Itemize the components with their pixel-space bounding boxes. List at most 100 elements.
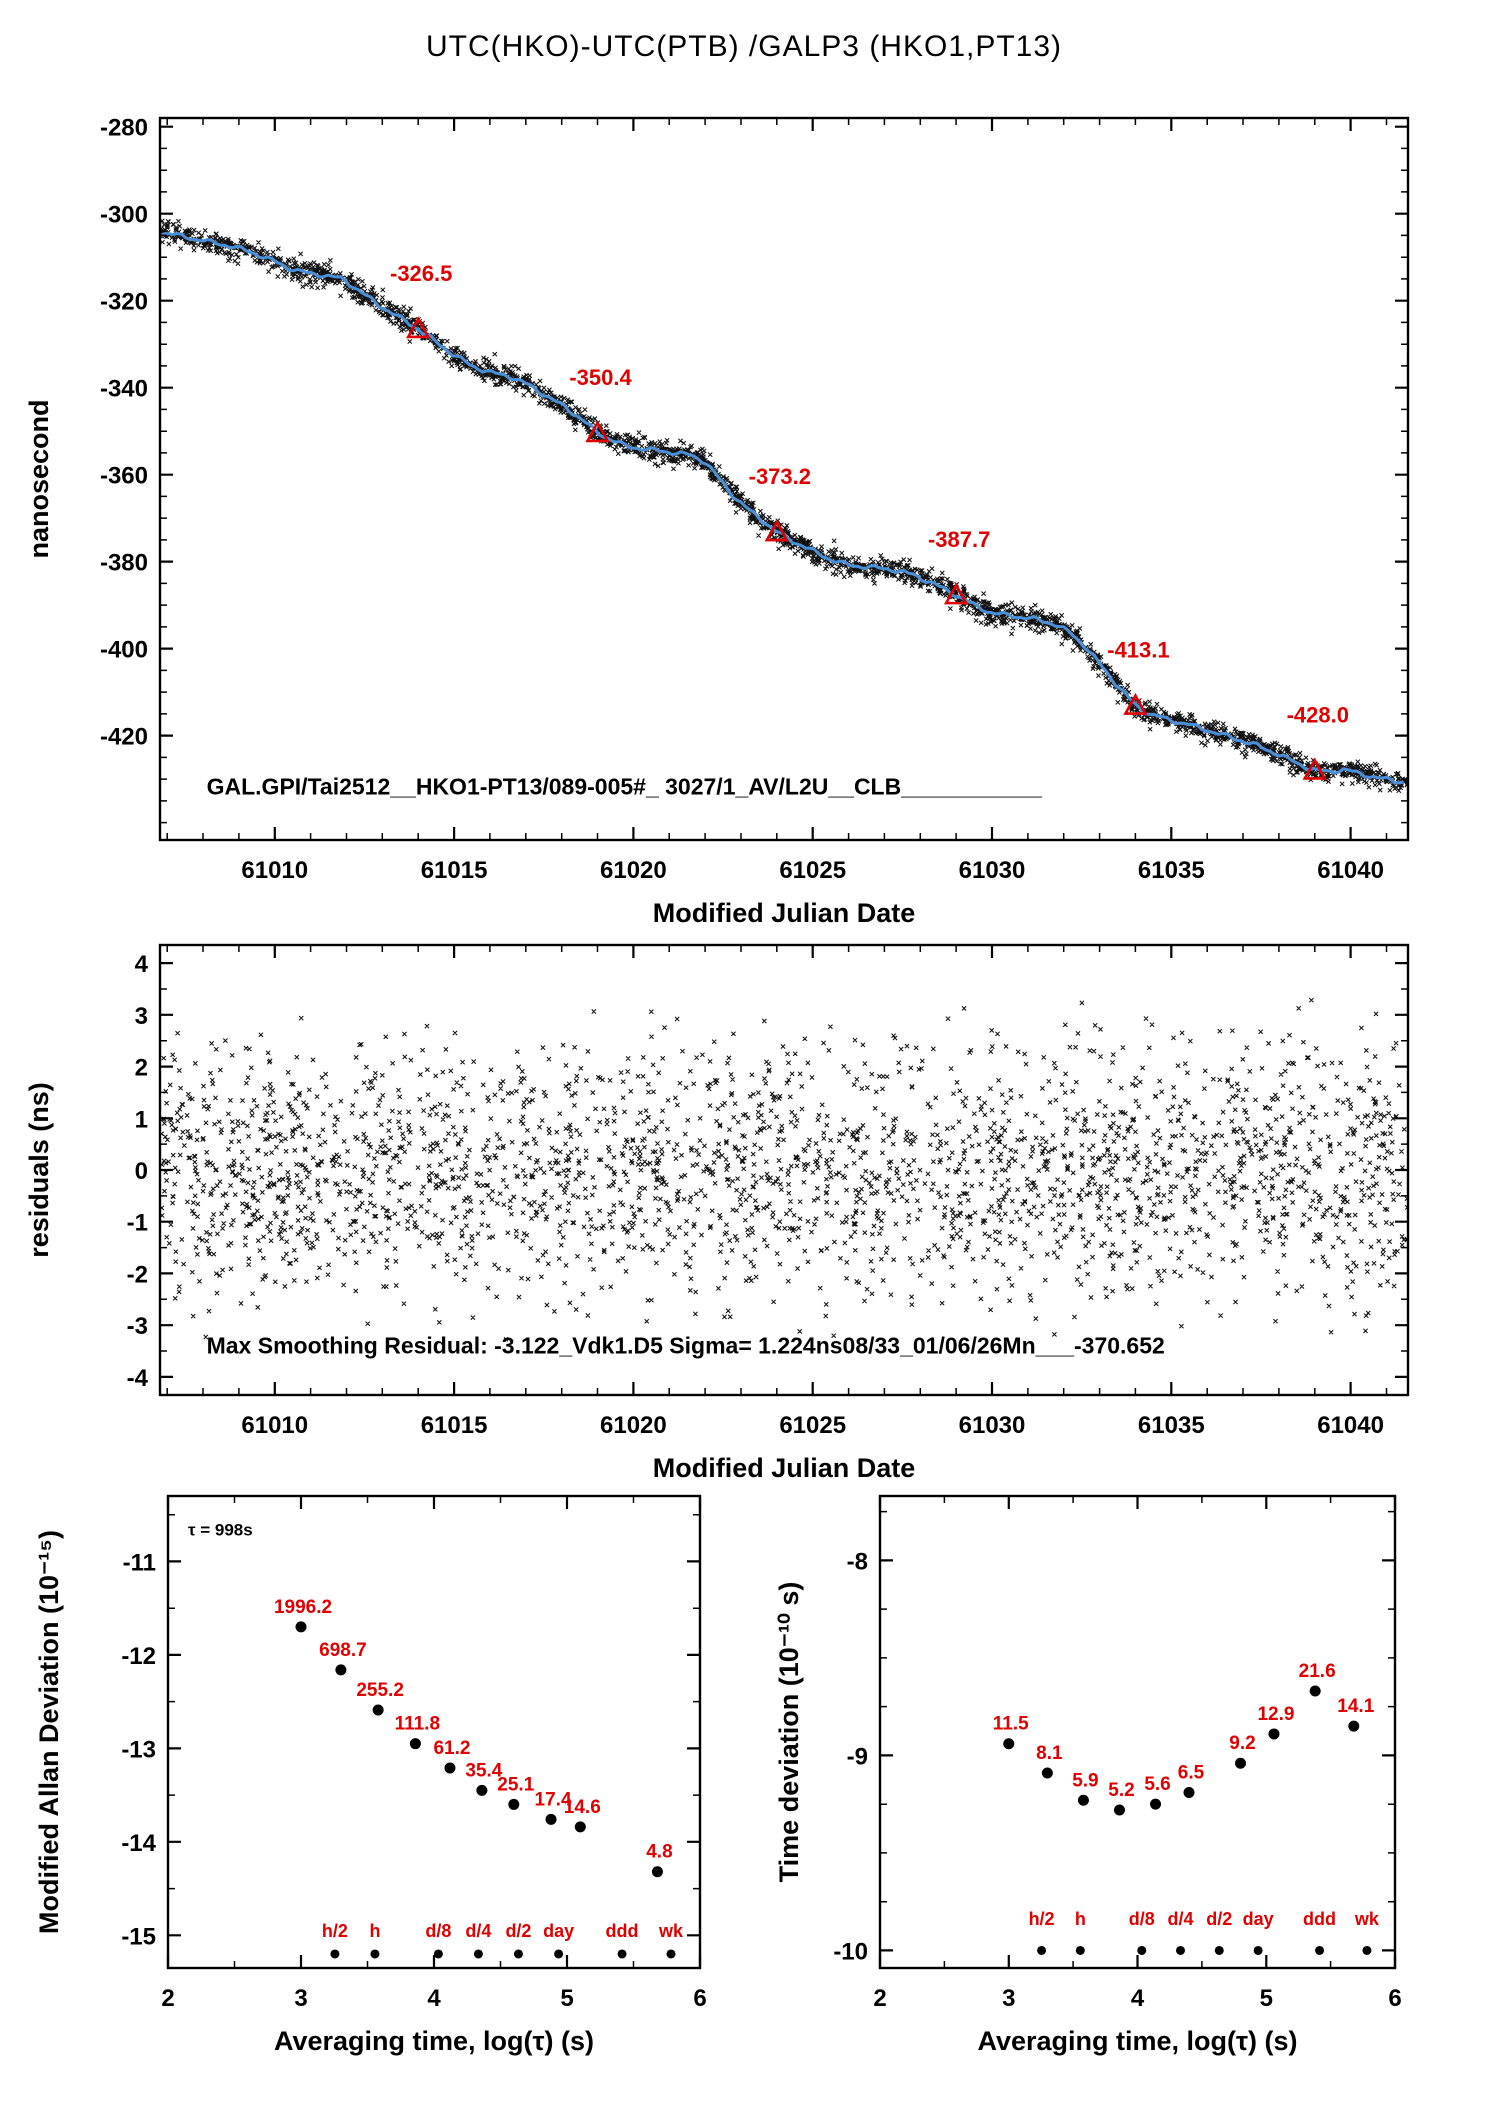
mdev-point-label: 255.2 [356, 1680, 404, 1701]
tdev-point [1041, 1767, 1053, 1779]
tdev-point [1003, 1738, 1015, 1750]
mdev-point [651, 1866, 663, 1878]
mdev-point [476, 1784, 488, 1796]
mdev-timemark-label: h/2 [322, 1921, 348, 1941]
phase-ytick-label: -280 [100, 115, 148, 142]
tdev-ytick-label: -8 [847, 1548, 868, 1575]
phase-ylabel: nanosecond [24, 399, 54, 558]
residuals-xtick-label: 61030 [959, 1412, 1026, 1439]
tdev-point-label: 5.2 [1108, 1780, 1134, 1801]
tdev-xtick-label: 5 [1260, 1985, 1273, 2012]
measured-phase-scatter [160, 218, 1408, 794]
tdev-ytick-label: -10 [833, 1938, 868, 1965]
residuals-frame [158, 943, 1410, 1397]
tdev-point [1235, 1757, 1246, 1769]
mdev-timemark-label: wk [658, 1921, 684, 1941]
tdev-point-label: 8.1 [1036, 1743, 1063, 1764]
flag-triangle [943, 582, 969, 605]
residuals-scatter [160, 997, 1408, 1342]
residuals-xtick-label: 61015 [421, 1412, 488, 1439]
phase-annotation: GAL.GPI/Tai2512__HKO1-PT13/089-005#_ 302… [207, 773, 1043, 799]
residuals-ytick-label: 0 [135, 1158, 148, 1185]
mdev-xtick-label: 2 [161, 1985, 174, 2012]
mdev-minor-ticks [168, 1496, 700, 1968]
tdev-point-label: 5.9 [1072, 1770, 1098, 1791]
tdev-point-label: 12.9 [1257, 1704, 1294, 1725]
mdev-timemark-label: d/4 [465, 1921, 491, 1941]
tdev-point-label: 11.5 [993, 1714, 1029, 1735]
tdev-xtick-label: 6 [1388, 1985, 1401, 2012]
tdev-xlabel: Averaging time, log(τ) (s) [977, 2026, 1297, 2056]
mdev-point-label: 61.2 [433, 1738, 470, 1759]
tdev-timemark-label: ddd [1303, 1909, 1336, 1929]
mdev-ytick-label: -15 [121, 1923, 156, 1950]
residuals-xtick-label: 61035 [1138, 1412, 1205, 1439]
residuals-ytick-label: -1 [127, 1210, 148, 1237]
tdev-xtick-label: 2 [873, 1985, 886, 2012]
phase-ytick-label: -360 [100, 463, 148, 490]
mdev-point-label: 35.4 [465, 1760, 502, 1781]
mdev-timemark-label: d/8 [425, 1921, 451, 1941]
residuals-xtick-label: 61040 [1317, 1412, 1384, 1439]
tdev-point [1268, 1728, 1280, 1740]
tdev-point-label: 21.6 [1299, 1661, 1336, 1682]
phase-xtick-label: 61040 [1317, 857, 1384, 884]
residuals-ytick-label: -2 [127, 1261, 148, 1288]
phase-xlabel: Modified Julian Date [653, 898, 916, 928]
tdev-point-label: 9.2 [1229, 1733, 1255, 1754]
mdev-panel: 1996.2 698.7 255.2 111.8 61.235.425.117.414.… [34, 1494, 707, 2056]
mdev-point [372, 1704, 384, 1716]
residuals-ylabel: residuals (ns) [24, 1082, 54, 1258]
mdev-point-label: 4.8 [646, 1842, 672, 1863]
mdev-point-label: 14.6 [564, 1797, 601, 1818]
tdev-xtick-label: 3 [1002, 1985, 1015, 2012]
tdev-timemark-dot [1037, 1945, 1047, 1955]
tdev-timemark-dot [1075, 1945, 1085, 1955]
mdev-point-label: 698.7 [319, 1640, 367, 1661]
residuals-plot-area [160, 997, 1408, 1342]
residuals-xtick-label: 61020 [600, 1412, 667, 1439]
tdev-timemark-label: d/2 [1206, 1909, 1232, 1929]
tdev-timemark-label: d/8 [1129, 1909, 1155, 1929]
tdev-timemark-dot [1253, 1945, 1263, 1955]
residuals-ytick-label: -3 [127, 1313, 148, 1340]
tdev-timemark-label: h/2 [1029, 1909, 1055, 1929]
tdev-point [1183, 1786, 1195, 1798]
flag-label: -326.5 [390, 261, 452, 286]
mdev-point [508, 1798, 520, 1810]
mdev-timemark-dot [617, 1949, 627, 1959]
tdev-xtick-label: 4 [1131, 1985, 1145, 2012]
tdev-point-label: 5.6 [1144, 1774, 1170, 1795]
mdev-ytick-label: -12 [121, 1643, 156, 1670]
figure-title: UTC(HKO)-UTC(PTB) /GALP3 (HKO1,PT13) [425, 30, 1063, 63]
phase-xtick-label: 61020 [600, 857, 667, 884]
phase-xtick-label: 61030 [959, 857, 1026, 884]
flag-label: -413.1 [1107, 638, 1169, 663]
phase-major-ticks [160, 118, 1408, 840]
residuals-xlabel: Modified Julian Date [653, 1453, 916, 1483]
phase-ytick-label: -300 [100, 202, 148, 229]
mdev-timemark-dot [666, 1949, 676, 1959]
mdev-point [295, 1621, 307, 1633]
tdev-point [1348, 1720, 1360, 1732]
tdev-timemark-label: d/4 [1167, 1909, 1193, 1929]
residuals-xtick-label: 61010 [241, 1412, 308, 1439]
tdev-frame [878, 1494, 1397, 1970]
phase-ytick-label: -380 [100, 550, 148, 577]
flag-triangle [405, 316, 431, 339]
phase-ytick-label: -420 [100, 724, 148, 751]
tdev-point [1309, 1685, 1321, 1697]
tdev-timemark-dot [1315, 1945, 1325, 1955]
mdev-timemark-dot [473, 1949, 483, 1959]
mdev-point-label: 25.1 [497, 1774, 534, 1795]
mdev-point-label: 17.4 [535, 1789, 572, 1810]
tdev-ytick-label: -9 [847, 1743, 868, 1770]
phase-xtick-label: 61010 [241, 857, 308, 884]
phase-xtick-label: 61025 [779, 857, 846, 884]
tdev-timemark-label: wk [1354, 1909, 1380, 1929]
phase-minor-ticks [160, 118, 1408, 840]
residuals-minor-ticks [160, 945, 1408, 1395]
phase-ytick-label: -340 [100, 376, 148, 403]
tdev-timemark-label: h [1075, 1909, 1086, 1929]
phase-panel: -326.5 -350.4 -373.2 -387.7 -413.1 -428.0 GAL.… [24, 115, 1410, 928]
